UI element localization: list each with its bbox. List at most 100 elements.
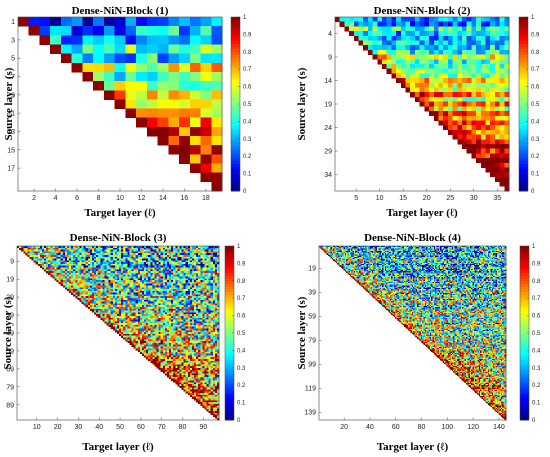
colorbar-segment [231, 123, 240, 127]
heatmap-cell [144, 280, 147, 283]
heatmap-cell [216, 274, 220, 277]
heatmap-cell [200, 71, 212, 82]
heatmap-cell [181, 262, 184, 265]
heatmap-cell [204, 254, 207, 258]
heatmap-cell [44, 258, 47, 261]
heatmap-cell [137, 287, 141, 290]
heatmap-cell [471, 143, 477, 150]
colorbar-segment [231, 128, 240, 132]
heatmap-cell [216, 256, 220, 259]
heatmap-cell [177, 256, 180, 259]
heatmap-cell [429, 106, 435, 112]
heatmap-cell [191, 276, 195, 279]
heatmap-cell [457, 82, 463, 88]
heatmap-cell [60, 283, 64, 286]
heatmap-cell [433, 59, 439, 65]
heatmap-cell [50, 35, 62, 45]
heatmap-cell [194, 258, 197, 261]
heatmap-cell [123, 249, 126, 252]
heatmap-cell [168, 136, 180, 146]
heatmap-cell [494, 40, 500, 46]
heatmap-cell [471, 125, 477, 131]
heatmap-cell [136, 26, 148, 36]
heatmap-cell [146, 274, 149, 277]
heatmap-cell [198, 262, 201, 265]
heatmap-cell [494, 45, 500, 51]
heatmap-cell [189, 267, 193, 270]
heatmap-cell [79, 289, 82, 292]
heatmap-cell [396, 49, 402, 55]
heatmap-cell [85, 256, 89, 259]
heatmap-cell [125, 267, 128, 270]
heatmap-cell [64, 262, 68, 265]
heatmap-cell [433, 111, 439, 117]
heatmap-cell [206, 265, 209, 268]
heatmap-cell [377, 21, 383, 27]
heatmap-cell [21, 246, 24, 249]
heatmap-cell [181, 267, 184, 270]
heatmap-cell [100, 269, 103, 272]
heatmap-cell [110, 251, 114, 254]
heatmap-cell [177, 287, 180, 290]
heatmap-cell [494, 92, 500, 98]
heatmap-cell [44, 265, 47, 268]
heatmap-cell [175, 263, 178, 267]
colorbar-segment [231, 152, 240, 157]
heatmap-cell [363, 17, 369, 23]
heatmap-cell [158, 289, 162, 292]
heatmap-cell [139, 265, 143, 268]
heatmap-cell [41, 251, 45, 254]
heatmap-cell [156, 274, 159, 277]
colorbar-segment [231, 93, 240, 97]
heatmap-cell [490, 87, 496, 93]
heatmap-cell [83, 267, 87, 270]
heatmap-cell [144, 253, 147, 256]
heatmap-cell [46, 263, 49, 267]
heatmap-cell [152, 254, 155, 258]
heatmap-cell [175, 260, 178, 263]
heatmap-cell [139, 263, 143, 267]
heatmap-cell [200, 280, 203, 283]
heatmap-cell [452, 129, 458, 135]
heatmap-cell [75, 265, 78, 268]
heatmap-cell [150, 267, 153, 270]
x-tick-label: 35 [493, 195, 501, 202]
heatmap-cell [471, 21, 477, 27]
heatmap-cell [62, 271, 66, 274]
heatmap-cell [77, 253, 80, 256]
heatmap-cell [148, 254, 151, 258]
heatmap-cell [110, 326, 114, 329]
heatmap-cell [164, 276, 168, 279]
heatmap-cell [382, 40, 388, 46]
heatmap-cell [131, 271, 134, 274]
heatmap-cell [212, 253, 216, 256]
heatmap-cell [166, 285, 170, 288]
heatmap-cell [210, 283, 214, 286]
heatmap-cell [148, 263, 151, 267]
heatmap-cell [476, 82, 482, 88]
heatmap-cell [54, 249, 57, 252]
heatmap-cell [476, 26, 482, 32]
heatmap-cell [171, 283, 174, 286]
heatmap-cell [73, 249, 76, 252]
heatmap-cell [62, 276, 66, 279]
heatmap-cell [123, 285, 126, 288]
heatmap-cell [91, 283, 95, 286]
heatmap-cell [112, 272, 116, 276]
heatmap-cell [494, 101, 500, 107]
heatmap-cell [216, 254, 220, 258]
heatmap-cell [438, 35, 444, 41]
heatmap-cell [494, 82, 500, 88]
heatmap-cell [214, 274, 218, 277]
heatmap-cell [60, 249, 64, 252]
heatmap-cell [39, 35, 51, 45]
heatmap-cell [457, 106, 463, 112]
heatmap-cell [447, 96, 453, 102]
heatmap-cell [44, 262, 47, 265]
heatmap-cell [391, 31, 397, 37]
heatmap-cell [443, 68, 449, 74]
heatmap-cell [114, 253, 118, 256]
heatmap-cell [39, 256, 43, 259]
heatmap-cell [60, 35, 73, 45]
heatmap-cell [164, 289, 168, 292]
